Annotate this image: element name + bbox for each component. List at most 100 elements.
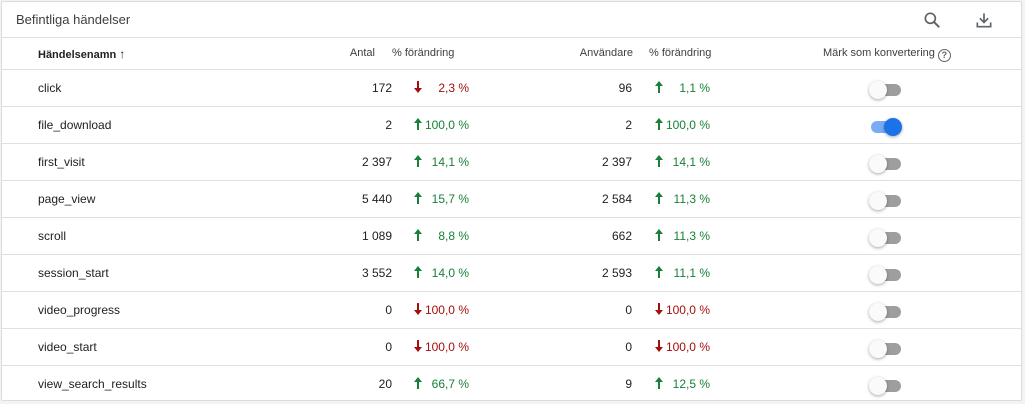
user-count: 96 [618, 81, 632, 95]
user-count: 2 397 [601, 155, 632, 169]
card-title: Befintliga händelser [16, 12, 131, 27]
event-count: 2 [385, 118, 392, 132]
conversion-toggle[interactable] [869, 303, 901, 321]
event-name: first_visit [38, 155, 85, 169]
arrow-down-icon [653, 301, 665, 317]
count-change: 8,8 % [438, 229, 469, 243]
count-change: 100,0 % [424, 340, 469, 354]
event-count: 0 [385, 340, 392, 354]
event-count: 5 440 [361, 192, 392, 206]
user-count: 662 [611, 229, 632, 243]
arrow-down-icon [412, 338, 424, 354]
event-name: video_progress [38, 303, 121, 317]
download-icon[interactable] [974, 10, 994, 30]
users-change: 100,0 % [665, 118, 710, 132]
table-row: scroll 1 089 8,8 % 662 11,3 % [2, 218, 1021, 255]
count-change: 100,0 % [424, 303, 469, 317]
table-row: video_start 0 100,0 % 0 100,0 % [2, 329, 1021, 366]
column-header-count[interactable]: Antal [349, 47, 375, 59]
table-body: click 172 2,3 % 96 1,1 % file_download 2 100,0 … [2, 70, 1021, 400]
users-change: 14,1 % [672, 155, 710, 169]
event-name: page_view [38, 192, 96, 206]
event-name: view_search_results [38, 377, 147, 391]
user-count: 2 [625, 118, 632, 132]
column-header-users-change[interactable]: % förändring [649, 47, 712, 59]
conversion-toggle[interactable] [869, 266, 901, 284]
toggle-thumb [869, 229, 887, 247]
event-name: video_start [38, 340, 97, 354]
column-header-count-change[interactable]: % förändring [392, 47, 455, 59]
user-count: 0 [625, 340, 632, 354]
arrow-up-icon [653, 190, 665, 206]
event-count: 0 [385, 303, 392, 317]
event-count: 3 552 [361, 266, 392, 280]
conversion-toggle[interactable] [869, 118, 902, 136]
arrow-up-icon [412, 375, 424, 391]
toggle-thumb [869, 155, 887, 173]
arrow-up-icon [653, 227, 665, 243]
arrow-up-icon [653, 79, 665, 95]
arrow-up-icon [653, 264, 665, 280]
arrow-up-icon: ↑ [119, 47, 126, 61]
event-count: 20 [378, 377, 392, 391]
arrow-down-icon [653, 338, 665, 354]
count-change: 66,7 % [431, 377, 469, 391]
arrow-up-icon [653, 375, 665, 391]
users-change: 12,5 % [672, 377, 710, 391]
toggle-thumb [869, 266, 887, 284]
users-change: 11,3 % [673, 229, 710, 243]
count-change: 100,0 % [424, 118, 469, 132]
arrow-up-icon [412, 153, 424, 169]
arrow-up-icon [412, 264, 424, 280]
users-change: 100,0 % [665, 303, 710, 317]
user-count: 9 [625, 377, 632, 391]
column-header-users[interactable]: Användare [579, 47, 633, 59]
event-count: 172 [371, 81, 392, 95]
toggle-thumb [869, 303, 887, 321]
users-change: 11,1 % [673, 266, 710, 280]
column-header-conversion-label: Märk som konvertering [823, 47, 935, 59]
count-change: 14,1 % [431, 155, 469, 169]
search-icon[interactable] [922, 10, 942, 30]
table-row: first_visit 2 397 14,1 % 2 397 14,1 % [2, 144, 1021, 181]
arrow-up-icon [412, 227, 424, 243]
arrow-up-icon [653, 153, 665, 169]
toggle-thumb [869, 192, 887, 210]
conversion-toggle[interactable] [869, 377, 901, 395]
conversion-toggle[interactable] [869, 81, 901, 99]
arrow-down-icon [412, 301, 424, 317]
toggle-thumb [884, 118, 902, 136]
user-count: 2 593 [601, 266, 632, 280]
table-row: video_progress 0 100,0 % 0 100,0 % [2, 292, 1021, 329]
event-count: 2 397 [361, 155, 392, 169]
event-name: scroll [38, 229, 67, 243]
users-change: 100,0 % [665, 340, 710, 354]
toggle-thumb [869, 81, 887, 99]
table-row: session_start 3 552 14,0 % 2 593 11,1 % [2, 255, 1021, 292]
table-row: view_search_results 20 66,7 % 9 12,5 % [2, 366, 1021, 400]
event-count: 1 089 [361, 229, 392, 243]
card-header: Befintliga händelser [2, 2, 1021, 38]
users-change: 1,1 % [679, 81, 710, 95]
user-count: 0 [625, 303, 632, 317]
count-change: 14,0 % [431, 266, 469, 280]
column-header-event-name-label: Händelsenamn [38, 49, 117, 61]
arrow-up-icon [412, 116, 424, 132]
toggle-thumb [869, 340, 887, 358]
column-header-event-name[interactable]: Händelsenamn ↑ [38, 47, 125, 61]
arrow-down-icon [412, 79, 424, 95]
conversion-toggle[interactable] [869, 229, 901, 247]
users-change: 11,3 % [673, 192, 710, 206]
help-icon[interactable]: ? [937, 49, 951, 62]
conversion-toggle[interactable] [869, 340, 901, 358]
conversion-toggle[interactable] [869, 192, 901, 210]
count-change: 15,7 % [431, 192, 469, 206]
conversion-toggle[interactable] [869, 155, 901, 173]
event-name: file_download [38, 118, 112, 132]
table-row: file_download 2 100,0 % 2 100,0 % [2, 107, 1021, 144]
table-header: Händelsenamn ↑ Antal % förändring Använda… [2, 38, 1021, 70]
table-row: click 172 2,3 % 96 1,1 % [2, 70, 1021, 107]
column-header-conversion: Märk som konvertering? [823, 47, 951, 62]
arrow-up-icon [653, 116, 665, 132]
